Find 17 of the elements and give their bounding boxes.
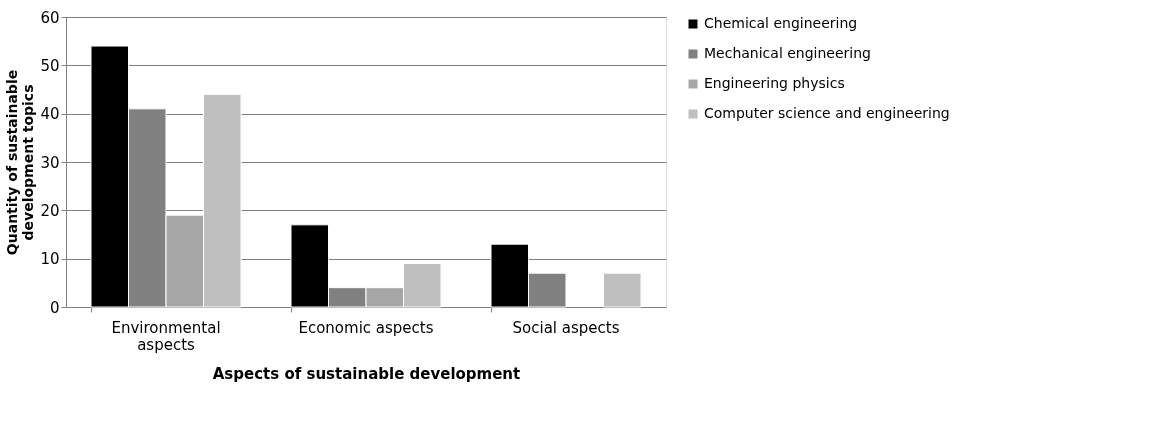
legend-label: Chemical engineering <box>704 15 858 31</box>
y-axis-title: Quantity of sustainable development topics <box>4 69 37 256</box>
y-tick-label: 10 <box>40 250 60 269</box>
y-tick-label: 0 <box>49 298 60 317</box>
x-tick-label: Environmental aspects <box>111 318 221 354</box>
y-tick-label: 50 <box>40 56 60 75</box>
bar <box>603 272 642 308</box>
x-tick-label: Economic aspects <box>298 318 434 337</box>
legend-label: Engineering physics <box>704 75 845 91</box>
x-axis-title: Aspects of sustainable development <box>212 364 521 383</box>
x-tick-label: Social aspects <box>512 318 620 337</box>
y-tick-label: 30 <box>40 153 60 172</box>
y-tick-label: 40 <box>40 105 60 124</box>
legend-label: Computer science and engineering <box>704 105 950 121</box>
y-tick-label: 20 <box>40 201 60 220</box>
y-tick-label: 60 <box>40 8 60 27</box>
legend-label: Mechanical engineering <box>704 45 871 61</box>
